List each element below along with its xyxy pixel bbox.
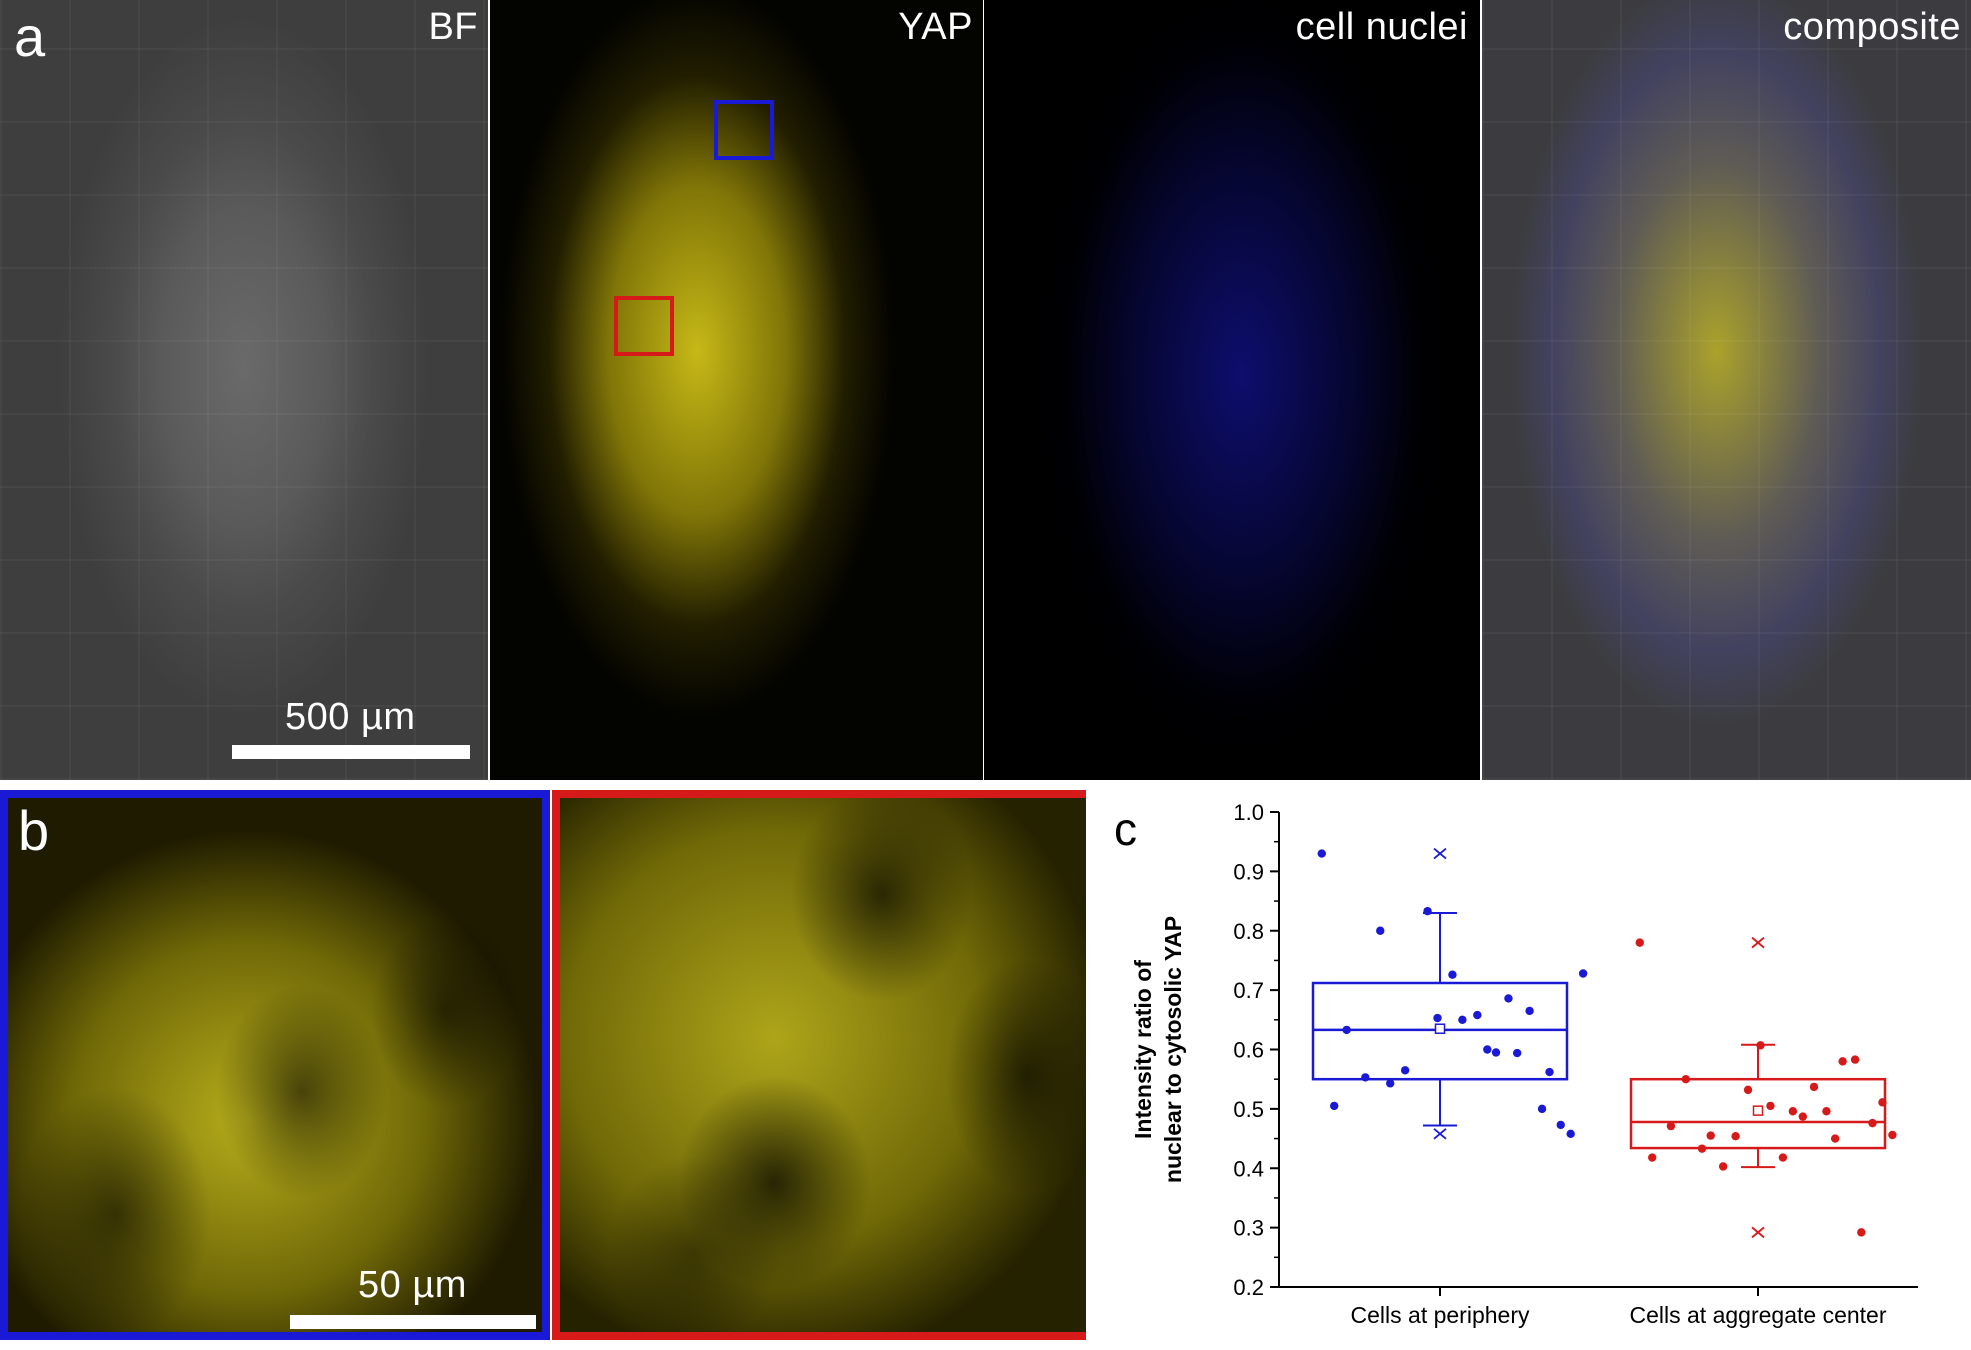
y-tick-label: 0.3 [1233,1216,1264,1241]
y-tick-label: 0.7 [1233,978,1264,1003]
scale-bar-label-b: 50 µm [358,1264,467,1306]
mean-marker [1752,1105,1764,1116]
data-point [1868,1118,1877,1128]
data-point [1798,1112,1808,1121]
data-point [1718,1162,1728,1171]
data-point [1525,1006,1534,1016]
data-point [1483,1045,1492,1054]
data-point [1448,970,1457,979]
panel-letter-a: a [14,5,46,68]
y-axis-label: Intensity ratio of [1130,960,1156,1139]
data-point [1857,1228,1866,1237]
data-point [1788,1107,1798,1116]
data-point [1578,969,1588,978]
data-point [1888,1130,1897,1140]
y-tick-label: 0.8 [1233,919,1264,944]
data-point [1423,906,1432,916]
data-point [1778,1153,1788,1162]
y-tick-label: 0.6 [1233,1038,1264,1063]
panel-c-chart: c 0.2 0.3 0.4 0.5 0.6 0.7 0.8 0.9 1.0 Intensity r… [1086,782,1971,1350]
roi-red [614,296,674,356]
data-point [1386,1079,1395,1088]
y-tick-label: 0.2 [1233,1275,1264,1300]
data-point [1566,1129,1575,1139]
data-point [1666,1121,1676,1131]
data-point [1545,1067,1554,1077]
data-point [1648,1153,1657,1162]
nuclei-label: cell nuclei [1295,6,1468,48]
panel-b-red-zoom [552,790,1104,1340]
data-point [1706,1131,1715,1140]
data-point [1512,1048,1522,1058]
panel-a-composite: composite [1482,0,1971,780]
y-tick-label: 0.4 [1233,1156,1264,1181]
data-point [1822,1107,1831,1116]
yap-label: YAP [898,6,973,48]
x-tick-label: Cells at periphery [1351,1302,1530,1328]
extreme-marker [1751,936,1765,949]
y-tick-label: 1.0 [1233,800,1264,825]
data-point [1635,938,1644,947]
data-point [1458,1015,1467,1025]
bf-label: BF [428,6,478,48]
scale-bar-a [232,745,470,759]
data-point [1850,1055,1860,1064]
scale-bar-b [290,1315,536,1329]
data-point [1766,1101,1775,1111]
panel-a-nuclei: cell nuclei [984,0,1480,780]
data-point [1556,1120,1565,1130]
y-axis-label: nuclear to cytosolic YAP [1160,916,1186,1183]
y-tick-label: 0.9 [1233,859,1264,884]
panel-letter-b: b [18,799,50,862]
extreme-marker [1433,1128,1447,1140]
mean-marker [1434,1023,1446,1034]
data-point [1537,1104,1547,1114]
extreme-marker [1751,1226,1765,1239]
box-plot: 0.2 0.3 0.4 0.5 0.6 0.7 0.8 0.9 1.0 Intensity rat… [1130,800,1918,1328]
data-point [1433,1013,1442,1023]
panel-a-bf: a BF 500 µm [0,0,488,780]
data-point [1491,1048,1501,1057]
data-point [1830,1134,1840,1143]
panel-b-blue-zoom: b 50 µm [0,790,550,1340]
data-point [1400,1066,1410,1075]
data-point [1681,1074,1691,1084]
x-tick-label: Cells at aggregate center [1630,1302,1887,1328]
data-point [1878,1098,1887,1107]
data-point [1743,1085,1753,1095]
data-point [1361,1073,1370,1082]
roi-blue [714,100,774,160]
data-point [1504,994,1513,1003]
panel-letter-c: c [1114,803,1137,855]
data-point [1317,849,1326,858]
scale-bar-label-a: 500 µm [285,696,416,738]
data-point [1697,1144,1707,1153]
data-point [1731,1131,1740,1141]
data-point [1342,1025,1351,1035]
data-point [1809,1082,1819,1092]
data-point [1376,926,1385,935]
y-tick-label: 0.5 [1233,1097,1264,1122]
composite-label: composite [1783,6,1961,48]
data-point [1473,1010,1482,1020]
data-point [1838,1057,1847,1066]
extreme-marker [1433,847,1447,860]
panel-a-yap: YAP [490,0,983,780]
data-point [1756,1041,1765,1050]
data-point [1330,1101,1339,1111]
